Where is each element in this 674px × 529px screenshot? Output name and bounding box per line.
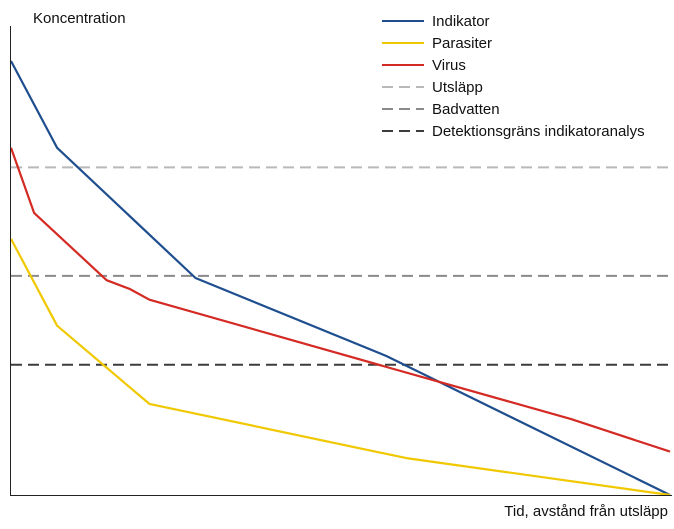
legend-swatch-detektionsgrans <box>382 129 424 133</box>
legend-label-virus: Virus <box>432 56 466 74</box>
series-line-parasiter <box>10 238 671 497</box>
series-line-indikator <box>10 60 671 496</box>
legend-swatch-virus <box>382 64 424 66</box>
legend-item-detektionsgrans: Detektionsgräns indikatoranalys <box>382 120 672 142</box>
legend-label-detektionsgrans: Detektionsgräns indikatoranalys <box>432 122 645 140</box>
legend: Indikator Parasiter Virus Utsläpp Badvat… <box>382 10 672 142</box>
legend-item-badvatten: Badvatten <box>382 98 672 120</box>
legend-swatch-utslapp <box>382 85 424 89</box>
series-line-virus <box>9 147 671 453</box>
legend-swatch-parasiter <box>382 42 424 44</box>
x-axis-label: Tid, avstånd från utsläpp <box>504 503 668 520</box>
legend-label-indikator: Indikator <box>432 12 490 30</box>
legend-label-badvatten: Badvatten <box>432 100 500 118</box>
legend-swatch-badvatten <box>382 107 424 111</box>
legend-item-utslapp: Utsläpp <box>382 76 672 98</box>
legend-item-parasiter: Parasiter <box>382 32 672 54</box>
legend-label-utslapp: Utsläpp <box>432 78 483 96</box>
legend-label-parasiter: Parasiter <box>432 34 493 52</box>
legend-swatch-indikator <box>382 20 424 22</box>
legend-item-virus: Virus <box>382 54 672 76</box>
y-axis-label: Koncentration <box>33 10 126 27</box>
legend-item-indikator: Indikator <box>382 10 672 32</box>
